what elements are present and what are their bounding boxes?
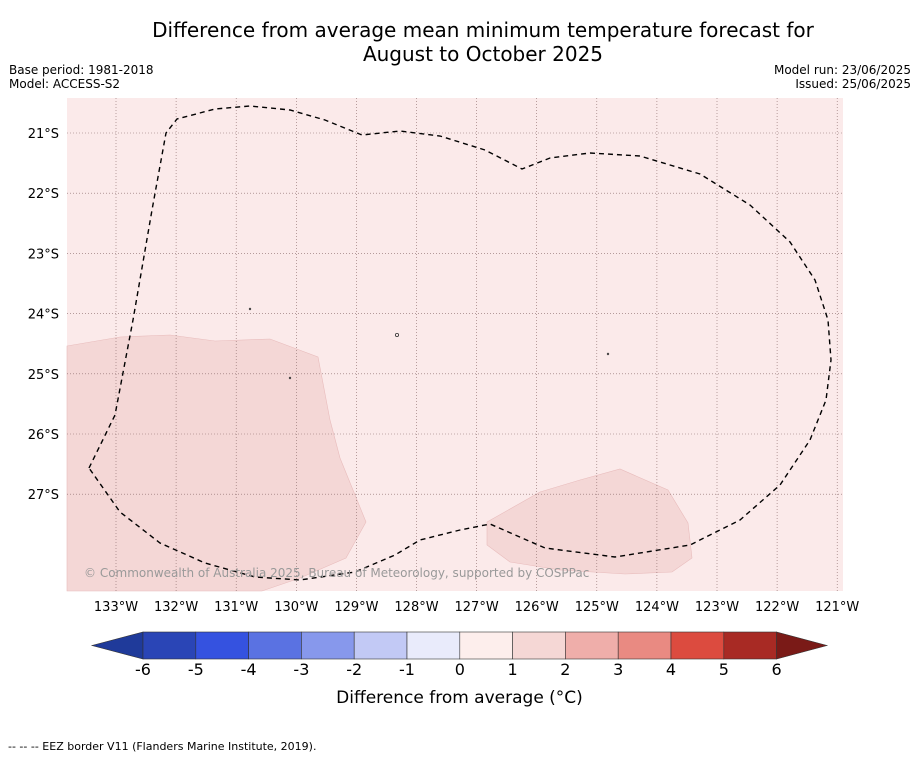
colorbar-segment [723,631,777,660]
colorbar-segment [195,631,249,660]
lon-tick-label: 128°W [394,600,438,615]
colorbar-segment [617,631,672,660]
colorbar-tick-label: 1 [508,660,518,679]
colorbar-tick-label: 6 [772,660,782,679]
issued-date: Issued: 25/06/2025 [795,77,911,91]
lon-tick-label: 127°W [455,600,499,615]
colorbar-extend-high [776,631,829,660]
lon-tick-label: 121°W [815,600,859,615]
lat-tick-label: 21°S [28,127,59,142]
colorbar-segment [459,631,513,660]
map-title: Difference from average mean minimum tem… [0,18,919,66]
colorbar-segment [565,631,619,660]
colorbar-label: Difference from average (°C) [336,688,583,708]
lon-tick-label: 133°W [94,600,138,615]
meta-right: Model run: 23/06/2025 Issued: 25/06/2025 [774,63,911,91]
lon-tick-label: 122°W [755,600,799,615]
longitude-labels: 133°W 132°W 131°W 130°W 129°W 128°W 127°W 126°W… [94,600,860,615]
colorbar-segment [353,631,408,660]
colorbar-tick-label: -5 [188,660,204,679]
colorbar-segment [248,631,302,660]
meta-left: Base period: 1981-2018 Model: ACCESS-S2 [9,63,154,91]
lon-tick-label: 132°W [154,600,198,615]
colorbar-segment [512,631,566,660]
lon-tick-label: 123°W [695,600,739,615]
colorbar-tick-label: 5 [719,660,729,679]
model-name: Model: ACCESS-S2 [9,77,121,91]
colorbar-tick-label: -2 [346,660,362,679]
colorbar-tick-label: -3 [293,660,309,679]
colorbar-segment [670,631,725,660]
lon-tick-label: 130°W [274,600,318,615]
colorbar-ticks: -6 -5 -4 -3 -2 -1 0 1 2 3 4 5 6 [135,660,782,679]
lon-tick-label: 124°W [635,600,679,615]
colorbar-tick-label: 2 [560,660,570,679]
lat-tick-label: 26°S [28,428,59,443]
lat-tick-label: 27°S [28,488,59,503]
colorbar-extend-low [90,631,144,660]
map-gridlines [67,98,843,591]
lon-tick-label: 126°W [515,600,559,615]
colorbar-tick-label: 0 [455,660,465,679]
colorbar-segment [406,631,461,660]
anomaly-patch-southeast [486,468,693,575]
lat-tick-label: 25°S [28,368,59,383]
lat-tick-label: 24°S [28,308,59,323]
title-line-1: Difference from average mean minimum tem… [152,18,814,42]
lon-tick-label: 131°W [214,600,258,615]
lat-tick-label: 22°S [28,187,59,202]
lon-tick-label: 129°W [334,600,378,615]
footnote: -- -- -- EEZ border V11 (Flanders Marine… [8,740,317,753]
anomaly-patch-west [66,334,367,592]
latitude-labels: 21°S 22°S 23°S 24°S 25°S 26°S 27°S [28,127,59,503]
model-run: Model run: 23/06/2025 [773,63,911,77]
title-line-2: August to October 2025 [362,42,604,66]
lat-tick-label: 23°S [28,247,59,262]
colorbar [90,631,829,660]
lon-tick-label: 125°W [575,600,619,615]
colorbar-tick-label: -1 [399,660,415,679]
base-period: Base period: 1981-2018 [9,63,154,77]
copyright-text: © Commonwealth of Australia 2025, Bureau… [84,566,589,580]
colorbar-tick-label: -6 [135,660,151,679]
colorbar-tick-label: 4 [666,660,676,679]
colorbar-segment [142,631,197,660]
colorbar-segment [301,631,355,660]
colorbar-tick-label: 3 [613,660,623,679]
colorbar-tick-label: -4 [241,660,257,679]
island-markers [248,307,610,380]
